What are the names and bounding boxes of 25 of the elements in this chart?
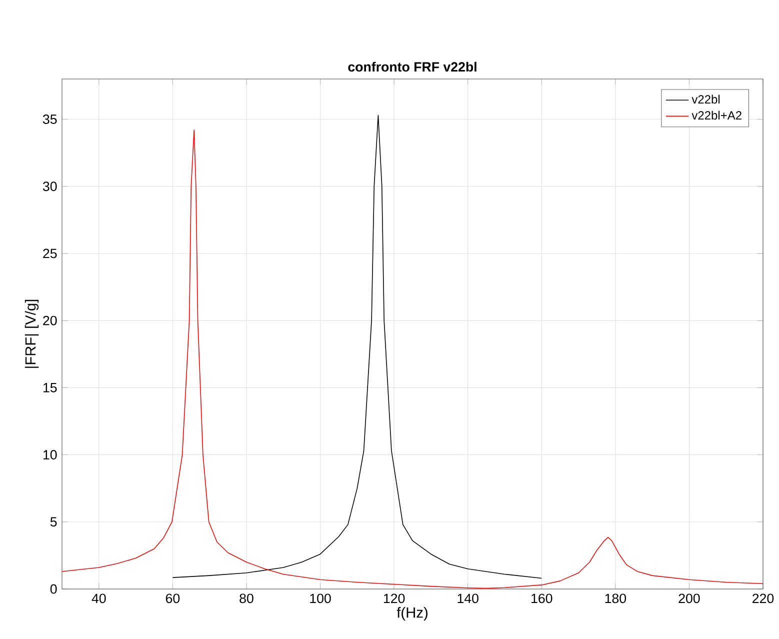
x-tick-label: 100 xyxy=(310,594,331,604)
x-tick-label: 220 xyxy=(752,594,774,604)
x-tick-label: 120 xyxy=(384,594,405,604)
x-tick-label: 40 xyxy=(92,594,106,604)
x-tick-label: 80 xyxy=(240,594,254,604)
line-series xyxy=(62,130,763,589)
legend-label: v22bl+A2 xyxy=(692,110,742,120)
y-tick-label: 35 xyxy=(42,114,57,124)
x-tick-label: 180 xyxy=(605,594,626,604)
x-tick-label: 200 xyxy=(678,594,700,604)
x-tick-label: 60 xyxy=(166,594,180,604)
y-axis-title: |FRF| [V/g] xyxy=(24,300,39,368)
x-tick-label: 160 xyxy=(532,594,552,604)
y-tick-label: 25 xyxy=(43,248,57,258)
y-tick-label: 20 xyxy=(43,316,57,326)
y-tick-label: 30 xyxy=(42,182,57,192)
legend-label: v22bl xyxy=(692,94,720,104)
chart-title: confronto FRF v22bl xyxy=(348,62,476,72)
y-tick-label: 15 xyxy=(43,383,57,392)
x-tick-label: 140 xyxy=(458,594,478,604)
y-tick-label: 10 xyxy=(43,450,57,460)
x-axis-title: f(Hz) xyxy=(396,606,428,621)
y-tick-label: 0 xyxy=(50,584,57,594)
line-series xyxy=(172,114,542,579)
y-tick-label: 5 xyxy=(50,517,57,527)
